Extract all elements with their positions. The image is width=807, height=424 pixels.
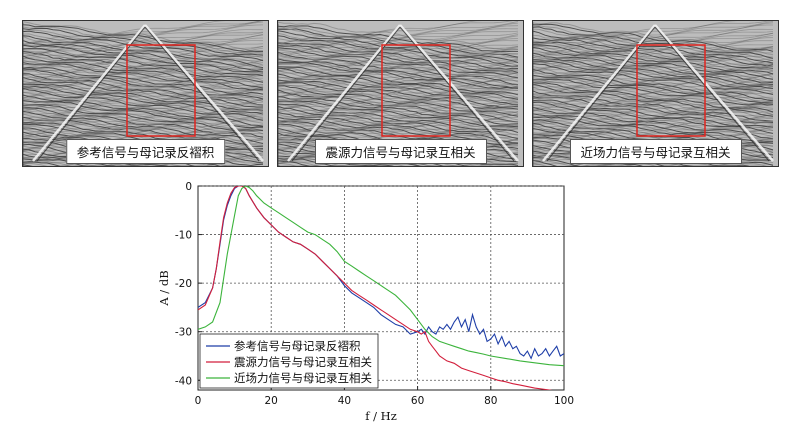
- y-tick-label: -20: [175, 278, 192, 290]
- x-tick-label: 60: [411, 395, 424, 407]
- legend-entry-0: 参考信号与母记录反褶积: [234, 339, 361, 353]
- y-tick-label: 0: [185, 181, 192, 193]
- x-tick-label: 0: [195, 395, 202, 407]
- y-tick-label: -40: [175, 375, 192, 387]
- legend-entry-2: 近场力信号与母记录互相关: [234, 371, 372, 385]
- y-axis-label: A / dB: [157, 270, 171, 306]
- legend: [199, 333, 379, 389]
- series-line-2: [198, 186, 564, 367]
- x-tick-label: 40: [338, 395, 351, 407]
- seismic-panel-deconvolution: 参考信号与母记录反褶积: [22, 20, 269, 167]
- spectrum-chart: 0 20 40 60 80 100 0 -10 -20 -30 -40 f / Hz A / dB 参考信…: [157, 181, 574, 422]
- y-tick-label: -30: [175, 327, 192, 339]
- legend-entry-1: 震源力信号与母记录互相关: [234, 355, 372, 369]
- panel-label: 震源力信号与母记录互相关: [314, 139, 487, 164]
- x-tick-label: 80: [484, 395, 497, 407]
- y-tick-label: -10: [175, 230, 192, 242]
- seismic-panel-vibrator-force-correlation: 震源力信号与母记录互相关: [277, 20, 524, 167]
- x-axis-label: f / Hz: [365, 409, 397, 422]
- panel-label: 近场力信号与母记录互相关: [569, 139, 742, 164]
- x-tick-label: 20: [265, 395, 278, 407]
- x-tick-label: 100: [554, 395, 574, 407]
- panel-label: 参考信号与母记录反褶积: [65, 139, 226, 164]
- seismic-panel-nearfield-force-correlation: 近场力信号与母记录互相关: [532, 20, 779, 167]
- series-line-1: [198, 186, 553, 390]
